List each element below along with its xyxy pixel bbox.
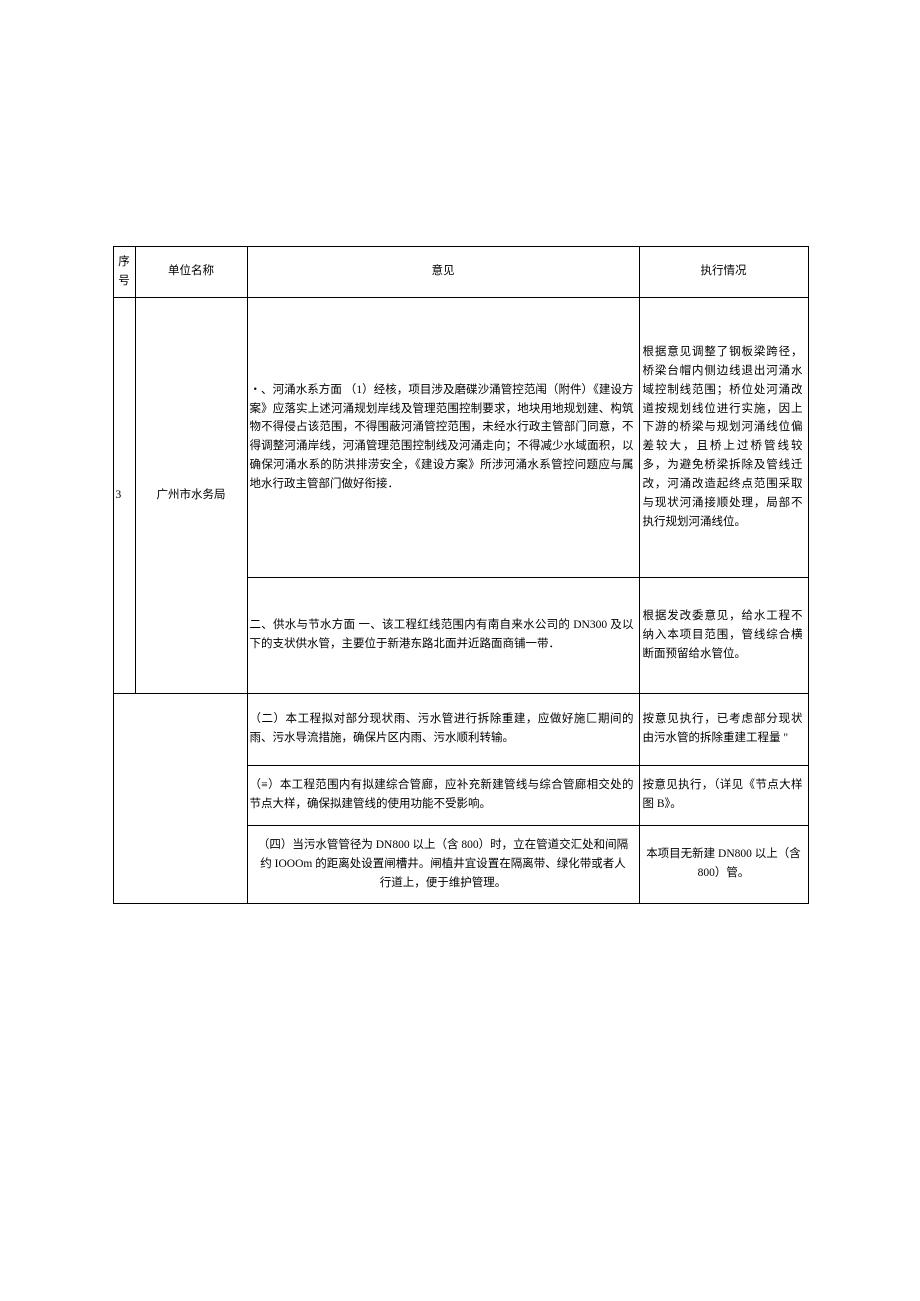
opinion-cell: （四）当污水管管径为 DN800 以上（含 800）时，立在管道交汇处和间隔约 … bbox=[247, 825, 639, 903]
exec-cell: 按意见执行，已考虑部分现状由污水管的拆除重建工程量 " bbox=[639, 693, 808, 765]
opinion-table-container: 序号 单位名称 意见 执行情况 3 广州市水务局 ・、河涌水系方面 （1）经核，… bbox=[113, 246, 808, 904]
col-header-unit: 单位名称 bbox=[135, 247, 247, 298]
col-header-opin: 意见 bbox=[247, 247, 639, 298]
seq-cell: 3 bbox=[113, 297, 135, 693]
opinion-table: 序号 单位名称 意见 执行情况 3 广州市水务局 ・、河涌水系方面 （1）经核，… bbox=[113, 246, 809, 904]
opinion-cell: 二、供水与节水方面 一、该工程红线范围内有南自来水公司的 DN300 及以下的支… bbox=[247, 577, 639, 693]
opinion-cell: ・、河涌水系方面 （1）经核，项目涉及磨碟沙涌管控范闱（附件）《建设方案》应落实… bbox=[247, 297, 639, 577]
exec-cell: 本项目无新建 DN800 以上（含 800）管。 bbox=[639, 825, 808, 903]
exec-cell: 根据意见调整了钢板梁跨径，桥梁台帽内侧边线退出河涌水域控制线范围；桥位处河涌改道… bbox=[639, 297, 808, 577]
exec-cell: 根据发改委意见，给水工程不纳入本项目范围，管线综合横断面预留给水管位。 bbox=[639, 577, 808, 693]
opinion-cell: （二）本工程拟对部分现状雨、污水管进行拆除重建，应做好施匚期间的雨、污水导流措施… bbox=[247, 693, 639, 765]
unit-cell: 广州市水务局 bbox=[135, 297, 247, 693]
opinion-cell: （≡）本工程范围内有拟建综合管廊，应补充新建管线与综合管廊相交处的节点大样，确保… bbox=[247, 765, 639, 825]
table-row: 3 广州市水务局 ・、河涌水系方面 （1）经核，项目涉及磨碟沙涌管控范闱（附件）… bbox=[113, 297, 808, 577]
exec-cell: 按意见执行，（详见《节点大样图 B》。 bbox=[639, 765, 808, 825]
table-row: （二）本工程拟对部分现状雨、污水管进行拆除重建，应做好施匚期间的雨、污水导流措施… bbox=[113, 693, 808, 765]
table-header-row: 序号 单位名称 意见 执行情况 bbox=[113, 247, 808, 298]
empty-merged-cell bbox=[113, 693, 247, 903]
col-header-seq: 序号 bbox=[113, 247, 135, 298]
col-header-exec: 执行情况 bbox=[639, 247, 808, 298]
